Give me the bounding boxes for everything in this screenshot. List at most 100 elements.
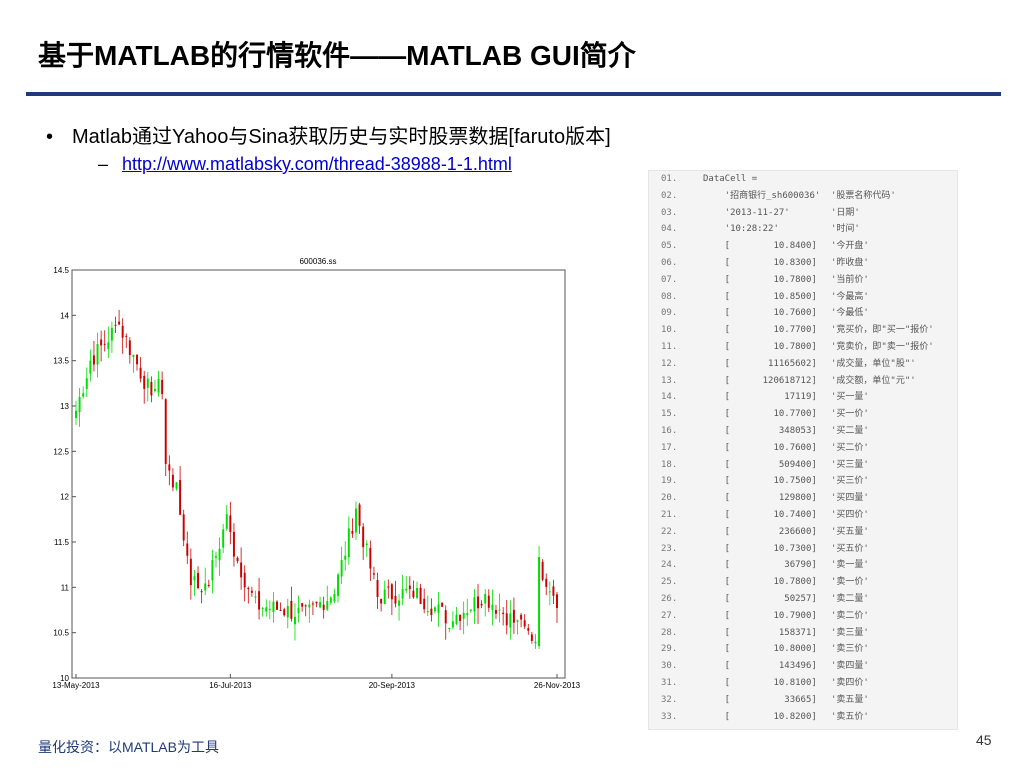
code-line-number: 02. — [661, 190, 678, 201]
title-underline — [26, 92, 1001, 96]
candle-body — [527, 628, 530, 631]
code-line: 18. [ 509400] '买三量' — [649, 457, 957, 474]
code-line-number: 25. — [661, 577, 678, 588]
code-line-comment: '卖二量' — [831, 593, 869, 604]
code-line-comment: '今最高' — [831, 291, 869, 302]
code-line-number: 12. — [661, 358, 678, 369]
candle-body — [556, 594, 558, 609]
code-line-comment: '时间' — [831, 224, 860, 235]
candle-body — [157, 378, 160, 393]
code-line-comment: '成交量，单位"股"' — [831, 358, 916, 369]
sub-bullet-dash: – — [98, 154, 109, 174]
candle-body — [107, 342, 110, 349]
candle-body — [344, 555, 347, 560]
candle-body — [100, 339, 103, 346]
price-chart: 600036.ss 10 10.5 11 11.5 12 12.5 13 13.5 14 14.5… — [40, 250, 590, 695]
candle-body — [211, 560, 214, 581]
code-line-comment: '卖三价' — [831, 644, 869, 655]
code-line: 19. [ 10.7500] '买三价' — [649, 473, 957, 490]
candle-body — [153, 388, 156, 392]
x-tick-label: 13-May-2013 — [52, 681, 100, 690]
footer-text: 量化投资：以MATLAB为工具 — [38, 739, 219, 755]
candle-body — [498, 609, 501, 611]
candle-body — [128, 340, 131, 356]
code-line-comment: '卖五价' — [831, 711, 869, 722]
candle-body — [89, 360, 92, 374]
candle-body — [308, 604, 311, 608]
candle-body — [218, 548, 221, 561]
code-line-number: 16. — [661, 425, 678, 436]
candle-body — [401, 589, 404, 599]
code-line-value: DataCell = — [703, 174, 758, 184]
candle-body — [250, 590, 253, 593]
candle-body — [351, 531, 354, 534]
code-line-number: 14. — [661, 392, 678, 403]
x-tick-label: 20-Sep-2013 — [369, 681, 416, 690]
code-line-comment: '当前价' — [831, 274, 869, 285]
candle-body — [247, 587, 250, 590]
code-line: 30. [ 143496] '卖四量' — [649, 658, 957, 675]
code-line-number: 03. — [661, 207, 678, 218]
code-line: 20. [ 129800] '买四量' — [649, 490, 957, 507]
code-line-number: 23. — [661, 543, 678, 554]
candle-body — [286, 605, 289, 618]
code-line: 27. [ 10.7900] '卖二价' — [649, 608, 957, 625]
code-line: 25. [ 10.7800] '卖一价' — [649, 574, 957, 591]
code-line: 10. [ 10.7700] '竞买价，即"买一"报价' — [649, 322, 957, 339]
candle-body — [297, 607, 300, 614]
candle-body — [222, 529, 225, 548]
source-link[interactable]: http://www.matlabsky.com/thread-38988-1-… — [122, 154, 512, 174]
code-line-number: 21. — [661, 509, 678, 520]
y-tick-label: 11.5 — [54, 538, 70, 547]
candle-body — [164, 399, 167, 464]
code-line: 32. [ 33665] '卖五量' — [649, 692, 957, 709]
code-line-number: 28. — [661, 627, 678, 638]
candle-body — [118, 321, 121, 325]
code-line-comment: '竞卖价，即"卖一"报价' — [831, 341, 934, 352]
code-line-number: 29. — [661, 644, 678, 655]
code-line-number: 20. — [661, 493, 678, 504]
code-line: 21. [ 10.7400] '买四价' — [649, 507, 957, 524]
candle-body — [372, 573, 375, 575]
candle-body — [545, 578, 548, 587]
candle-body — [293, 616, 296, 625]
candle-body — [444, 610, 447, 624]
candle-body — [520, 614, 523, 620]
code-line-comment: '卖四价' — [831, 677, 869, 688]
slide-title: 基于MATLAB的行情软件——MATLAB GUI简介 — [38, 40, 636, 71]
candle-body — [509, 613, 512, 628]
code-line-number: 18. — [661, 459, 678, 470]
code-line-value: [ 10.7800] — [703, 341, 817, 352]
code-line-number: 06. — [661, 257, 678, 268]
bullet-item: • Matlab通过Yahoo与Sina获取历史与实时股票数据[faruto版本] — [46, 120, 611, 149]
code-line-comment: '买一价' — [831, 409, 869, 420]
chart-candles — [75, 309, 558, 650]
code-line: 16. [ 348053] '买二量' — [649, 423, 957, 440]
candle-body — [92, 355, 95, 365]
candle-body — [469, 609, 472, 611]
candle-body — [85, 378, 88, 389]
candle-body — [279, 609, 282, 611]
candle-body — [534, 641, 537, 644]
code-line-value: [ 10.8300] — [703, 257, 817, 268]
candle-body — [358, 504, 361, 526]
candle-body — [204, 583, 207, 591]
candle-body — [304, 605, 307, 607]
code-line-value: [ 10.7800] — [703, 274, 817, 285]
code-line-number: 01. — [661, 174, 678, 184]
code-line-number: 27. — [661, 610, 678, 621]
candle-body — [121, 325, 124, 338]
code-line-value: [ 10.7500] — [703, 476, 817, 487]
code-line-comment: '买一量' — [831, 392, 869, 403]
sub-bullet-item: – http://www.matlabsky.com/thread-38988-1… — [98, 154, 512, 175]
bullet-text: Matlab通过Yahoo与Sina获取历史与实时股票数据[faruto版本] — [72, 126, 611, 148]
candle-body — [412, 590, 415, 598]
code-line-number: 19. — [661, 476, 678, 487]
y-tick-label: 13 — [60, 402, 69, 411]
candle-body — [448, 628, 451, 630]
candle-body — [355, 508, 357, 533]
candle-body — [494, 610, 497, 614]
code-line-value: [ 10.7700] — [703, 325, 817, 336]
candle-body — [530, 634, 533, 641]
code-line: 06. [ 10.8300] '昨收盘' — [649, 255, 957, 272]
